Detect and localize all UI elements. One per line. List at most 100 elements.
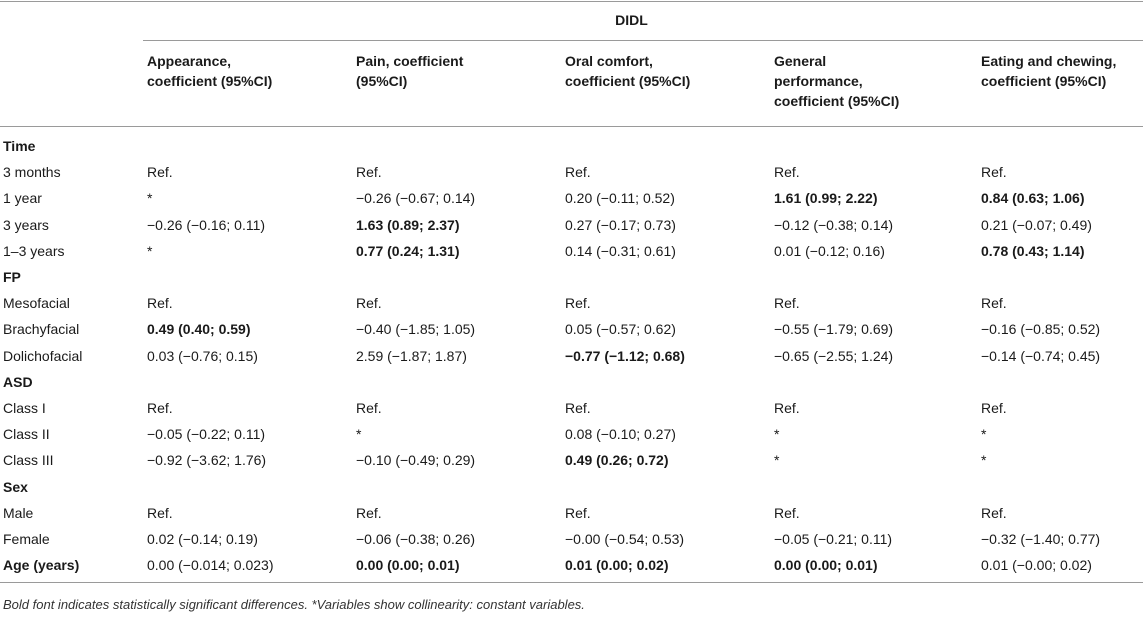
table-row: 3 months Ref. Ref. Ref. Ref. Ref.	[0, 159, 1143, 185]
section-row: Age (years) 0.00 (−0.014; 0.023) 0.00 (0.0…	[0, 552, 1143, 578]
table-cell: 0.02 (−0.14; 0.19)	[147, 531, 258, 547]
table-cell: *	[774, 452, 780, 469]
row-label: Class II	[3, 426, 50, 443]
group-header: DIDL	[615, 12, 648, 28]
section-row: ASD	[0, 369, 1143, 395]
table-cell: Ref.	[981, 295, 1007, 312]
table-cell: Ref.	[356, 164, 382, 181]
section-row: Time	[0, 133, 1143, 159]
table-row: Class I Ref. Ref. Ref. Ref. Ref.	[0, 395, 1143, 421]
table-cell: −0.77 (−1.12; 0.68)	[565, 347, 685, 364]
table-cell: 0.08 (−0.10; 0.27)	[565, 426, 676, 443]
table-cell: Ref.	[774, 504, 800, 521]
row-label: Female	[3, 531, 50, 547]
table-cell: 0.84 (0.63; 1.06)	[981, 190, 1085, 207]
col-header-appearance: Appearance, coefficient (95%CI)	[147, 53, 273, 89]
col-header-oral-comfort: Oral comfort, coefficient (95%CI)	[565, 53, 691, 89]
header-rule	[0, 126, 1143, 127]
row-label: Male	[3, 504, 34, 521]
table-cell: Ref.	[565, 400, 591, 416]
row-label: Age (years)	[3, 557, 80, 574]
table-cell: −0.26 (−0.16; 0.11)	[147, 216, 266, 233]
table-cell: 0.00 (−0.014; 0.023)	[147, 557, 274, 574]
table-cell: 0.20 (−0.11; 0.52)	[565, 190, 675, 207]
table-cell: −0.92 (−3.62; 1.76)	[147, 452, 267, 469]
table-cell: Ref.	[774, 164, 800, 181]
table-cell: Ref.	[981, 400, 1007, 416]
table-cell: 0.01 (0.00; 0.02)	[565, 557, 669, 574]
table-cell: *	[981, 452, 987, 469]
table-cell: 0.49 (0.26; 0.72)	[565, 452, 669, 469]
col-header-eating-chewing: Eating and chewing, coefficient (95%CI)	[981, 53, 1117, 89]
table-cell: −0.40 (−1.85; 1.05)	[356, 321, 476, 338]
table-cell: 0.14 (−0.31; 0.61)	[565, 242, 676, 259]
table-cell: 0.03 (−0.76; 0.15)	[147, 347, 258, 364]
table-cell: Ref.	[356, 400, 382, 416]
table-row: 1–3 years * 0.77 (0.24; 1.31) 0.14 (−0.31; …	[0, 238, 1143, 264]
table-cell: −0.00 (−0.54; 0.53)	[565, 531, 685, 547]
table-cell: Ref.	[356, 295, 382, 312]
table-cell: Ref.	[147, 504, 173, 521]
table-cell: *	[774, 426, 780, 443]
table-cell: 1.61 (0.99; 2.22)	[774, 190, 878, 207]
table-cell: −0.26 (−0.67; 0.14)	[356, 190, 476, 207]
table-cell: 0.01 (−0.12; 0.16)	[774, 242, 885, 259]
section-row: Sex	[0, 474, 1143, 500]
table-cell: 0.00 (0.00; 0.01)	[774, 557, 878, 574]
table-row: 1 year * −0.26 (−0.67; 0.14) 0.20 (−0.11; 0…	[0, 185, 1143, 211]
table-cell: 0.01 (−0.00; 0.02)	[981, 557, 1092, 574]
table-row: Mesofacial Ref. Ref. Ref. Ref. Ref.	[0, 290, 1143, 316]
table-cell: 0.21 (−0.07; 0.49)	[981, 216, 1092, 233]
table-row: Female 0.02 (−0.14; 0.19) −0.06 (−0.38; 0.…	[0, 526, 1143, 552]
table-cell: 1.63 (0.89; 2.37)	[356, 216, 460, 233]
table-cell: Ref.	[981, 164, 1007, 181]
table-cell: 0.78 (0.43; 1.14)	[981, 242, 1085, 259]
table-cell: Ref.	[147, 295, 173, 312]
footnote: Bold font indicates statistically signif…	[3, 597, 585, 612]
table-row: Brachyfacial 0.49 (0.40; 0.59) −0.40 (−1.8…	[0, 316, 1143, 342]
table-cell: Ref.	[356, 504, 382, 521]
table-cell: *	[147, 190, 153, 207]
row-label: 3 months	[3, 164, 61, 181]
table-cell: −0.14 (−0.74; 0.45)	[981, 347, 1101, 364]
table-cell: Ref.	[565, 295, 591, 312]
row-label: Time	[3, 138, 36, 154]
table-cell: −0.06 (−0.38; 0.26)	[356, 531, 476, 547]
col-header-general-performance: General performance, coefficient (95%CI)	[774, 53, 900, 109]
table-row: Class II −0.05 (−0.22; 0.11) * 0.08 (−0.10;…	[0, 421, 1143, 447]
table-cell: −0.12 (−0.38; 0.14)	[774, 216, 894, 233]
bottom-rule	[0, 582, 1143, 583]
table-cell: *	[356, 426, 362, 443]
table-cell: 0.00 (0.00; 0.01)	[356, 557, 460, 574]
table-cell: Ref.	[774, 400, 800, 416]
table-cell: Ref.	[981, 504, 1007, 521]
table-row: Dolichofacial 0.03 (−0.76; 0.15) 2.59 (−1.…	[0, 343, 1143, 369]
table-row: Class III −0.92 (−3.62; 1.76) −0.10 (−0.49…	[0, 447, 1143, 473]
row-label: ASD	[3, 373, 33, 390]
row-label: Mesofacial	[3, 295, 70, 312]
table-cell: Ref.	[565, 164, 591, 181]
row-label: Dolichofacial	[3, 347, 83, 364]
col-header-pain: Pain, coefficient (95%CI)	[356, 53, 464, 89]
row-label: FP	[3, 269, 21, 285]
table-cell: −0.55 (−1.79; 0.69)	[774, 321, 894, 338]
row-label: Class III	[3, 452, 54, 469]
table-cell: −0.16 (−0.85; 0.52)	[981, 321, 1101, 338]
table-cell: Ref.	[147, 400, 173, 416]
row-label: 1 year	[3, 190, 42, 207]
table-cell: −0.10 (−0.49; 0.29)	[356, 452, 476, 469]
table-cell: −0.05 (−0.21; 0.11)	[774, 531, 893, 547]
table-cell: −0.65 (−2.55; 1.24)	[774, 347, 894, 364]
row-label: Brachyfacial	[3, 321, 80, 338]
table-cell: 0.49 (0.40; 0.59)	[147, 321, 251, 338]
row-label: 3 years	[3, 216, 49, 233]
table-row: 3 years −0.26 (−0.16; 0.11) 1.63 (0.89; 2.…	[0, 212, 1143, 238]
table-cell: −0.05 (−0.22; 0.11)	[147, 426, 266, 443]
table-cell: Ref.	[147, 164, 173, 181]
table-cell: 0.05 (−0.57; 0.62)	[565, 321, 676, 338]
table-cell: Ref.	[565, 504, 591, 521]
row-label: Sex	[3, 478, 28, 495]
row-label: Class I	[3, 400, 46, 416]
table-cell: 2.59 (−1.87; 1.87)	[356, 347, 467, 364]
row-label: 1–3 years	[3, 242, 65, 259]
